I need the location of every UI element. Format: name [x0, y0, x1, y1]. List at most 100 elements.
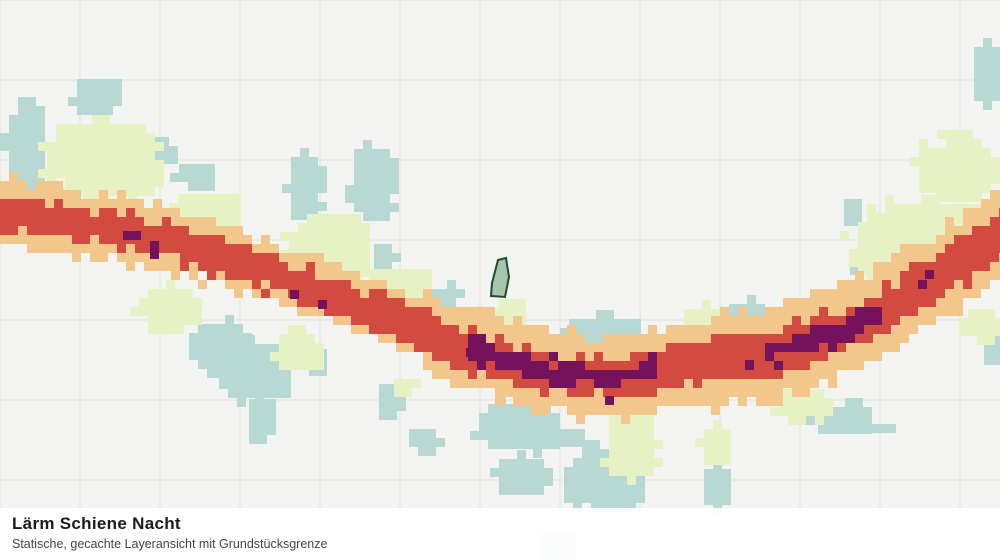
- noise-cell-medium: [720, 397, 729, 406]
- noise-cell-medium: [360, 280, 369, 289]
- noise-cell-medium: [279, 253, 288, 262]
- noise-cell-low: [919, 148, 928, 157]
- noise-cell-medium: [810, 379, 819, 388]
- noise-cell-high: [216, 253, 225, 262]
- noise-cell-high: [72, 235, 81, 244]
- noise-cell-medium: [972, 271, 981, 280]
- noise-cell-lowest: [497, 422, 506, 431]
- noise-cell-medium: [108, 244, 117, 253]
- noise-cell-medium: [918, 253, 927, 262]
- noise-cell-medium: [684, 334, 693, 343]
- noise-cell-lowest: [506, 413, 515, 422]
- noise-cell-medium: [306, 307, 315, 316]
- noise-cell-low: [654, 458, 663, 467]
- noise-cell-medium: [171, 271, 180, 280]
- noise-cell-high: [306, 289, 315, 298]
- noise-cell-low: [307, 232, 316, 241]
- noise-cell-low: [306, 334, 315, 343]
- noise-cell-lowest: [18, 151, 27, 160]
- noise-cell-low: [166, 298, 175, 307]
- noise-cell-low: [627, 449, 636, 458]
- noise-cell-high: [36, 208, 45, 217]
- noise-cell-high: [891, 298, 900, 307]
- noise-cell-low: [636, 413, 645, 422]
- noise-cell-medium: [693, 334, 702, 343]
- noise-cell-low: [973, 157, 982, 166]
- noise-cell-low: [946, 130, 955, 139]
- noise-cell-lowest: [27, 106, 36, 115]
- noise-cell-medium: [891, 253, 900, 262]
- noise-cell-lowest: [291, 157, 300, 166]
- noise-cell-lowest: [600, 494, 609, 503]
- noise-cell-medium: [855, 343, 864, 352]
- noise-cell-low: [65, 169, 74, 178]
- noise-cell-high: [666, 370, 675, 379]
- noise-cell-lowest: [27, 151, 36, 160]
- noise-cell-high: [18, 208, 27, 217]
- noise-cell-medium: [18, 181, 27, 190]
- noise-cell-medium: [549, 343, 558, 352]
- noise-cell-high: [549, 361, 558, 370]
- noise-cell-lowest: [860, 424, 869, 433]
- noise-cell-low: [193, 298, 202, 307]
- noise-cell-medium: [504, 325, 513, 334]
- noise-cell-low: [306, 361, 315, 370]
- noise-cell-low: [618, 440, 627, 449]
- noise-cell-high: [702, 352, 711, 361]
- noise-cell-lowest: [983, 38, 992, 47]
- noise-cell-low: [110, 160, 119, 169]
- noise-cell-low: [627, 476, 636, 485]
- noise-cell-low: [148, 307, 157, 316]
- noise-cell-medium: [585, 397, 594, 406]
- noise-cell-highest: [612, 370, 621, 379]
- noise-cell-highest: [558, 370, 567, 379]
- noise-cell-high: [945, 280, 954, 289]
- noise-cell-low: [137, 124, 146, 133]
- noise-cell-medium: [810, 370, 819, 379]
- noise-cell-highest: [774, 343, 783, 352]
- parcel-boundary[interactable]: [489, 256, 511, 299]
- noise-cell-lowest: [569, 319, 578, 328]
- noise-cell-high: [54, 199, 63, 208]
- noise-cell-lowest: [197, 182, 206, 191]
- noise-cell-high: [459, 343, 468, 352]
- noise-cell-lowest: [18, 133, 27, 142]
- noise-cell-high: [648, 388, 657, 397]
- noise-cell-low: [343, 223, 352, 232]
- noise-cell-lowest: [372, 194, 381, 203]
- noise-cell-low: [928, 148, 937, 157]
- noise-cell-low: [288, 352, 297, 361]
- noise-cell-low: [128, 160, 137, 169]
- noise-cell-low: [928, 175, 937, 184]
- noise-cell-lowest: [632, 328, 641, 337]
- noise-cell-lowest: [179, 164, 188, 173]
- noise-cell-lowest: [704, 478, 713, 487]
- noise-cell-low: [361, 268, 370, 277]
- noise-cell-medium: [324, 262, 333, 271]
- noise-cell-low: [288, 325, 297, 334]
- noise-cell-medium: [126, 253, 135, 262]
- noise-cell-medium: [9, 181, 18, 190]
- noise-cell-lowest: [363, 212, 372, 221]
- noise-cell-low: [957, 204, 966, 213]
- noise-cell-low: [196, 212, 205, 221]
- noise-cell-low: [196, 203, 205, 212]
- noise-cell-lowest: [992, 83, 1000, 92]
- noise-cell-high: [297, 271, 306, 280]
- noise-cell-medium: [45, 235, 54, 244]
- noise-cell-medium: [225, 235, 234, 244]
- noise-cell-low: [110, 187, 119, 196]
- noise-cell-medium: [639, 343, 648, 352]
- noise-cell-lowest: [564, 467, 573, 476]
- noise-cell-low: [937, 157, 946, 166]
- noise-cell-medium: [612, 406, 621, 415]
- noise-cell-high: [729, 361, 738, 370]
- noise-cell-low: [83, 178, 92, 187]
- noise-cell-high: [783, 352, 792, 361]
- noise-cell-low: [279, 343, 288, 352]
- noise-cell-lowest: [524, 422, 533, 431]
- noise-cell-high: [693, 361, 702, 370]
- noise-cell-high: [369, 307, 378, 316]
- noise-cell-lowest: [983, 83, 992, 92]
